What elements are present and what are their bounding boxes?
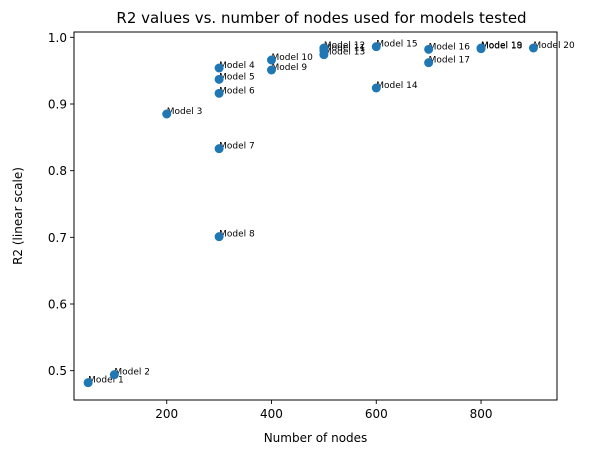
point-annotation: Model 2 bbox=[114, 368, 150, 378]
point-annotation: Model 17 bbox=[429, 56, 470, 66]
data-point bbox=[214, 63, 224, 73]
data-point bbox=[214, 88, 224, 98]
point-annotation: Model 13 bbox=[324, 48, 365, 58]
data-point bbox=[424, 58, 434, 68]
point-annotation: Model 5 bbox=[219, 72, 255, 82]
y-tick-label: 0.9 bbox=[48, 98, 67, 112]
point-annotation: Model 1 bbox=[88, 376, 124, 386]
point-annotation: Model 6 bbox=[219, 86, 255, 96]
data-point bbox=[214, 144, 224, 154]
y-axis-ticks: 0.5 0.6 0.7 0.8 0.9 1.0 bbox=[48, 31, 74, 378]
point-annotation: Model 19 bbox=[481, 41, 523, 51]
data-point bbox=[162, 109, 172, 119]
y-tick-label: 0.7 bbox=[48, 231, 67, 245]
y-tick-label: 0.5 bbox=[48, 364, 67, 378]
point-annotation: Model 12 bbox=[324, 41, 365, 51]
y-tick-label: 0.6 bbox=[48, 298, 67, 312]
point-annotation: Model 9 bbox=[271, 63, 307, 73]
point-annotation: Model 16 bbox=[429, 42, 471, 52]
point-annotation: Model 3 bbox=[167, 107, 203, 117]
x-tick-label: 600 bbox=[365, 407, 388, 421]
point-layer bbox=[83, 42, 538, 388]
point-annotation: Model 8 bbox=[219, 230, 255, 240]
point-annotation: Model 15 bbox=[376, 40, 417, 50]
data-point bbox=[371, 83, 381, 93]
y-tick-label: 1.0 bbox=[48, 31, 67, 45]
data-point bbox=[319, 43, 329, 53]
data-point bbox=[371, 42, 381, 52]
data-point bbox=[214, 74, 224, 84]
point-annotation: Model 7 bbox=[219, 142, 255, 152]
data-point bbox=[528, 43, 538, 53]
x-axis-label: Number of nodes bbox=[264, 431, 368, 445]
data-point bbox=[83, 378, 93, 388]
point-annotation: Model 11 bbox=[324, 44, 365, 54]
point-annotation: Model 10 bbox=[271, 53, 313, 63]
chart-title: R2 values vs. number of nodes used for m… bbox=[116, 9, 526, 27]
data-point bbox=[319, 50, 329, 60]
data-point bbox=[266, 55, 276, 65]
x-tick-label: 200 bbox=[155, 407, 178, 421]
y-tick-label: 0.8 bbox=[48, 164, 67, 178]
data-point bbox=[109, 370, 119, 380]
data-point bbox=[214, 232, 224, 242]
x-tick-label: 800 bbox=[470, 407, 493, 421]
plot-frame bbox=[73, 31, 558, 401]
x-axis-ticks: 200 400 600 800 bbox=[155, 400, 492, 421]
point-annotation: Model 20 bbox=[533, 41, 575, 51]
x-tick-label: 400 bbox=[260, 407, 283, 421]
y-axis-label: R2 (linear scale) bbox=[11, 167, 25, 265]
point-annotation: Model 14 bbox=[376, 81, 418, 91]
data-point bbox=[476, 43, 486, 53]
point-annotation: Model 4 bbox=[219, 61, 255, 71]
data-point bbox=[424, 44, 434, 54]
data-point bbox=[266, 65, 276, 75]
point-annotation: Model 18 bbox=[481, 42, 523, 52]
